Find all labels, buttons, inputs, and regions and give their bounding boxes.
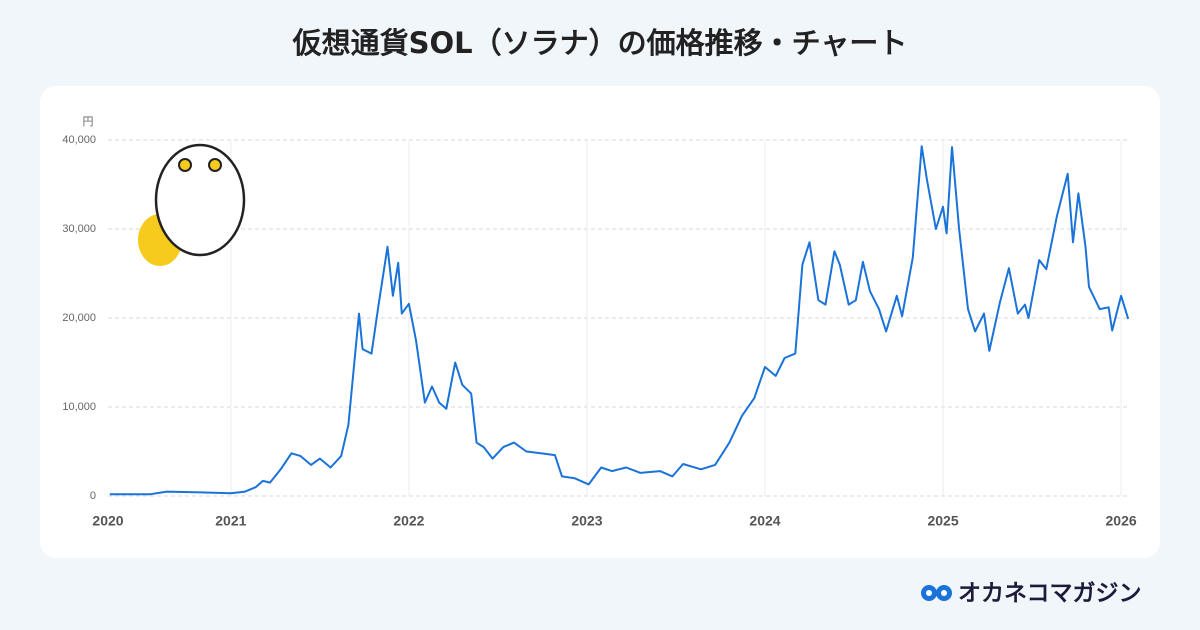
cat-illustration xyxy=(138,143,246,266)
x-tick-label: 2026 xyxy=(1106,513,1137,529)
y-tick-label: 0 xyxy=(90,490,96,502)
y-unit: 円 xyxy=(83,115,94,128)
chart-title: 仮想通貨SOL（ソラナ）の価格推移・チャート xyxy=(292,26,908,60)
y-tick-label: 10,000 xyxy=(62,401,96,413)
chart-card xyxy=(40,86,1160,558)
y-tick-label: 30,000 xyxy=(62,223,96,235)
brand-name: オカネコマガジン xyxy=(958,581,1142,607)
x-tick-label: 2021 xyxy=(215,513,246,529)
y-tick-label: 40,000 xyxy=(62,134,96,146)
x-tick-label: 2024 xyxy=(749,513,780,529)
y-tick-label: 20,000 xyxy=(62,312,96,324)
x-tick-label: 2025 xyxy=(927,513,958,529)
brand-logo xyxy=(921,585,952,601)
x-tick-label: 2023 xyxy=(571,513,602,529)
x-tick-label: 2022 xyxy=(393,513,424,529)
price-line xyxy=(109,145,1130,496)
x-tick-label: 2020 xyxy=(92,513,123,529)
